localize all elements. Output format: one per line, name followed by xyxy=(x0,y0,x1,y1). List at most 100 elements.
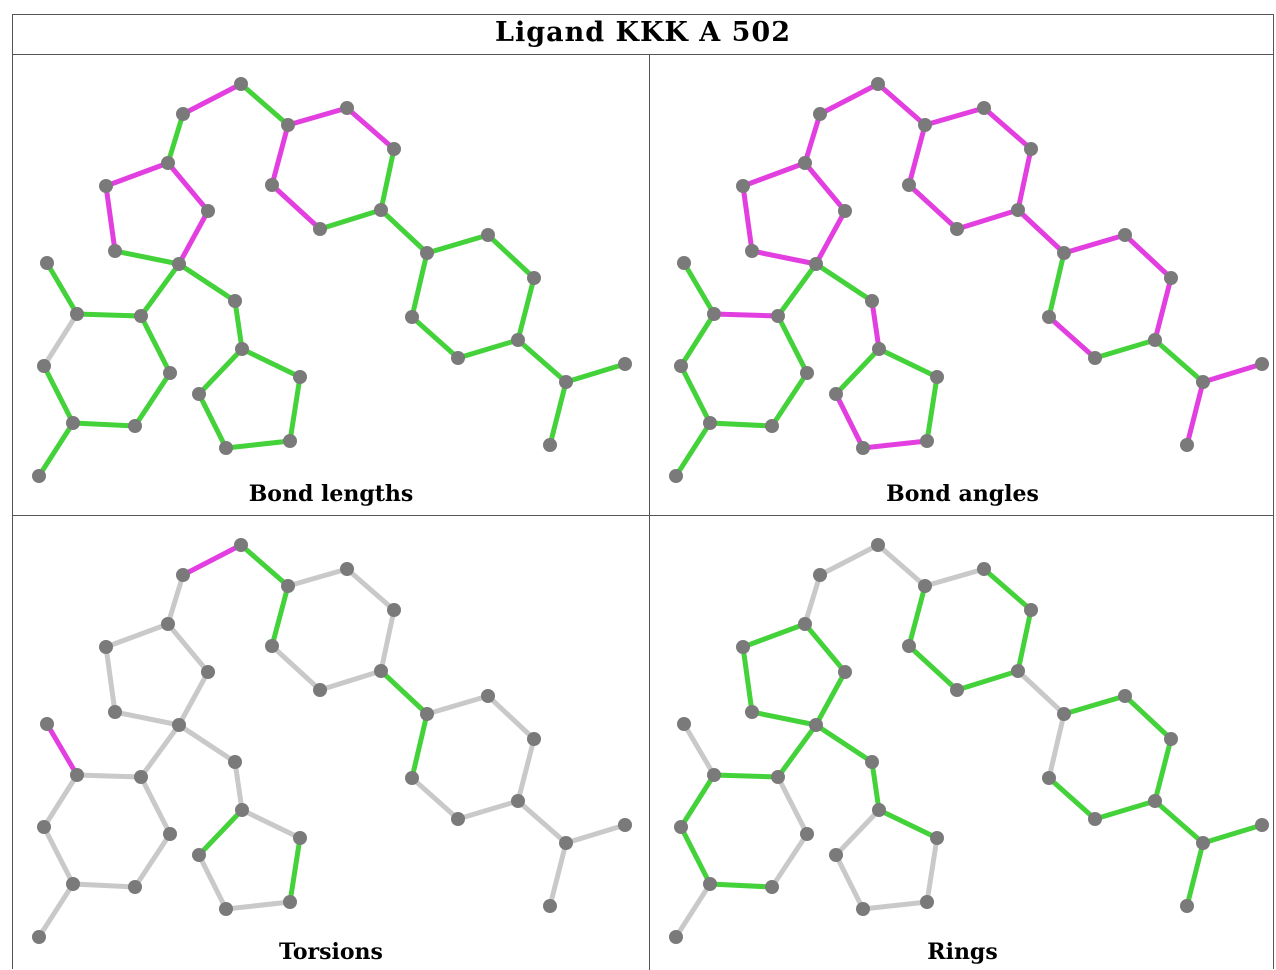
atom xyxy=(1024,142,1038,156)
atom xyxy=(809,718,823,732)
bond xyxy=(287,374,303,444)
bond xyxy=(1046,775,1098,822)
bond xyxy=(74,772,144,780)
atom xyxy=(930,831,944,845)
atom xyxy=(134,309,148,323)
bond xyxy=(749,709,819,728)
atom xyxy=(66,416,80,430)
atom xyxy=(235,342,249,356)
bond xyxy=(165,621,211,675)
bond xyxy=(485,232,537,281)
atom xyxy=(313,222,327,236)
bond xyxy=(165,160,211,214)
panel-divider-vertical xyxy=(649,55,650,970)
bond xyxy=(673,881,713,940)
bond xyxy=(802,160,848,214)
bond xyxy=(563,361,628,385)
bond xyxy=(378,607,397,674)
bond xyxy=(70,881,138,890)
bond xyxy=(132,831,173,890)
bond xyxy=(176,722,238,765)
atom xyxy=(1255,357,1269,371)
atom xyxy=(201,665,215,679)
figure-title: Ligand KKK A 502 xyxy=(13,15,1273,55)
atom xyxy=(405,310,419,324)
atom xyxy=(134,770,148,784)
bond xyxy=(817,81,881,117)
bond xyxy=(876,346,940,380)
bond xyxy=(1152,337,1206,385)
bond xyxy=(1200,822,1265,846)
atom xyxy=(176,107,190,121)
bond xyxy=(681,721,717,778)
atom xyxy=(736,179,750,193)
atom xyxy=(1148,794,1162,808)
atom xyxy=(798,617,812,631)
bond xyxy=(409,250,430,320)
atom xyxy=(829,387,843,401)
panel-torsions: Torsions xyxy=(13,516,649,970)
bond xyxy=(41,363,76,426)
atom xyxy=(902,639,916,653)
atom xyxy=(677,717,691,731)
bond xyxy=(678,363,713,426)
atom xyxy=(128,880,142,894)
caption-torsions: Torsions xyxy=(279,939,383,965)
atom xyxy=(1057,707,1071,721)
atom xyxy=(293,831,307,845)
bond xyxy=(875,81,928,128)
bond xyxy=(813,669,848,728)
atom xyxy=(281,579,295,593)
bond xyxy=(238,542,291,589)
bond xyxy=(41,772,80,830)
atom xyxy=(618,818,632,832)
atom xyxy=(1088,812,1102,826)
bond xyxy=(269,122,291,188)
bond xyxy=(769,831,810,890)
atom xyxy=(918,118,932,132)
atom xyxy=(481,228,495,242)
atom xyxy=(950,683,964,697)
atom xyxy=(618,357,632,371)
atom xyxy=(481,689,495,703)
bond xyxy=(802,111,823,166)
atom xyxy=(70,768,84,782)
caption-bond-lengths: Bond lengths xyxy=(248,481,414,507)
atom xyxy=(765,419,779,433)
atom xyxy=(800,827,814,841)
bond xyxy=(740,621,808,650)
bond xyxy=(238,81,291,128)
bond xyxy=(44,260,80,317)
bond xyxy=(1015,668,1067,717)
bond xyxy=(1046,711,1067,781)
bond xyxy=(378,668,430,717)
atom xyxy=(765,880,779,894)
bond xyxy=(41,311,80,369)
molecule-torsions xyxy=(32,538,632,944)
bond xyxy=(1184,840,1206,909)
atom xyxy=(1180,899,1194,913)
bond xyxy=(455,798,521,822)
caption-bond-angles: Bond angles xyxy=(886,481,1039,507)
bond xyxy=(1152,736,1174,804)
atom xyxy=(66,877,80,891)
atom xyxy=(37,359,51,373)
bond xyxy=(378,207,430,256)
panel-divider-horizontal xyxy=(13,515,1273,516)
bond xyxy=(344,566,397,613)
bond xyxy=(409,775,461,822)
atom xyxy=(374,664,388,678)
bond xyxy=(41,824,76,887)
bond xyxy=(180,542,244,578)
atom xyxy=(703,877,717,891)
bond xyxy=(269,643,323,693)
bond xyxy=(922,566,987,589)
atom xyxy=(99,640,113,654)
bond xyxy=(860,899,930,912)
bond xyxy=(112,248,182,267)
atom xyxy=(559,836,573,850)
molecule-rings xyxy=(669,538,1269,944)
bond xyxy=(196,346,245,397)
bond xyxy=(176,669,211,728)
bond xyxy=(180,81,244,117)
